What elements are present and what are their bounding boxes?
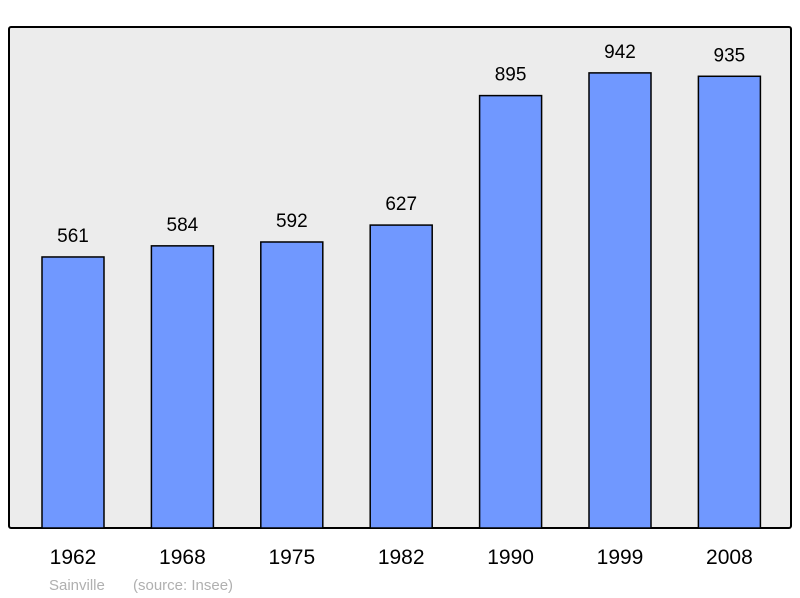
bar-1990 bbox=[478, 94, 543, 529]
x-tick-label-1975: 1975 bbox=[268, 546, 315, 569]
footer-source: (source: Insee) bbox=[133, 577, 233, 594]
x-tick-label-2008: 2008 bbox=[706, 546, 753, 569]
footer-place: Sainville bbox=[49, 577, 105, 594]
x-tick-label-1982: 1982 bbox=[378, 546, 425, 569]
bar-1999 bbox=[588, 72, 652, 529]
data-label-1962: 561 bbox=[57, 226, 89, 247]
data-label-1968: 584 bbox=[167, 215, 199, 236]
data-label-2008: 935 bbox=[714, 45, 746, 66]
bar-1982 bbox=[369, 224, 433, 529]
bar-1968 bbox=[150, 245, 215, 529]
bar-1975 bbox=[260, 241, 324, 529]
x-tick-label-1999: 1999 bbox=[597, 546, 644, 569]
bar-2008 bbox=[697, 75, 762, 529]
x-tick-label-1990: 1990 bbox=[487, 546, 534, 569]
data-label-1982: 627 bbox=[385, 194, 417, 215]
data-label-1975: 592 bbox=[276, 211, 308, 232]
x-tick-label-1968: 1968 bbox=[159, 546, 206, 569]
x-tick-label-1962: 1962 bbox=[50, 546, 97, 569]
data-label-1999: 942 bbox=[604, 42, 636, 63]
data-label-1990: 895 bbox=[495, 65, 527, 86]
bar-1962 bbox=[41, 256, 105, 529]
